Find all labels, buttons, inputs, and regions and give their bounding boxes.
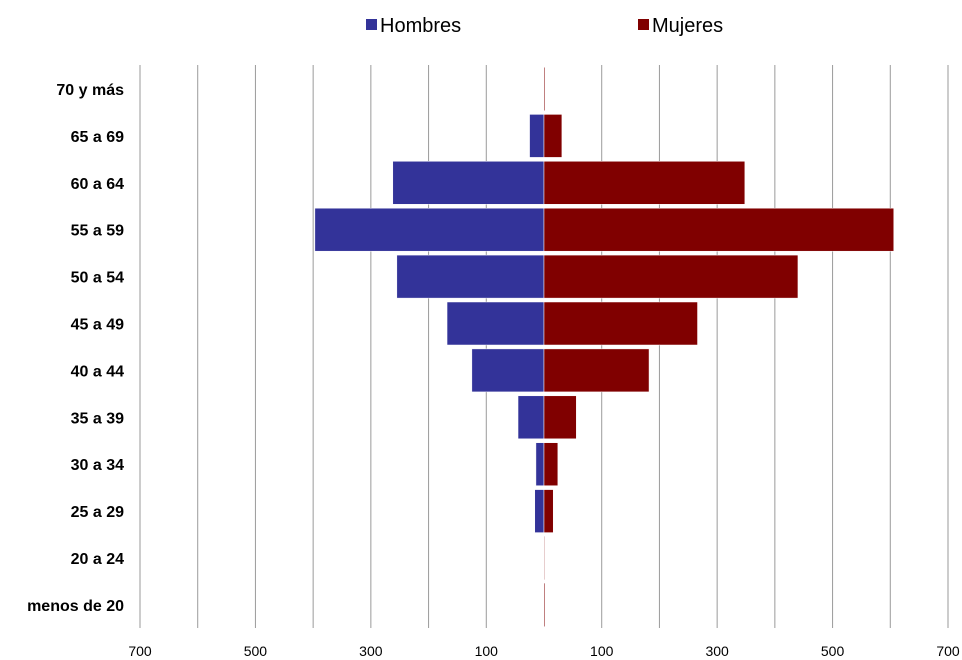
bar-hombres-55-a-59: [314, 207, 545, 252]
category-label-70-y-mas: 70 y más: [56, 82, 124, 99]
category-label-menos-de-20: menos de 20: [27, 598, 124, 615]
category-label-45-a-49: 45 a 49: [71, 317, 124, 334]
bar-mujeres-20-a-24: [543, 536, 545, 580]
bar-mujeres-70-y-mas: [544, 67, 545, 111]
bar-mujeres-50-a-54: [543, 254, 799, 299]
bar-mujeres-60-a-64: [543, 161, 746, 205]
category-label-65-a-69: 65 a 69: [71, 129, 124, 146]
x-tick-label: 300: [359, 643, 383, 659]
bar-hombres-40-a-44: [471, 348, 545, 393]
bars: [314, 67, 894, 627]
legend: Hombres Mujeres: [366, 15, 723, 37]
category-labels: 70 y más 65 a 69 60 a 64 55 a 59 50 a 54 45 a…: [27, 82, 124, 615]
bar-hombres-45-a-49: [446, 301, 545, 346]
category-label-55-a-59: 55 a 59: [71, 223, 124, 240]
category-label-30-a-34: 30 a 34: [71, 457, 124, 474]
legend-swatch-mujeres: [638, 19, 649, 30]
gridlines: [139, 65, 949, 628]
legend-swatch-hombres: [366, 19, 377, 30]
bar-mujeres-65-a-69: [543, 114, 563, 158]
legend-label-hombres: Hombres: [380, 15, 461, 37]
x-tick-label: 100: [475, 643, 499, 659]
bar-mujeres-45-a-49: [543, 301, 698, 346]
x-tick-labels: 700 500 300 100 100 300 500 700: [128, 643, 960, 659]
bar-mujeres-35-a-39: [543, 395, 577, 440]
bar-mujeres-30-a-34: [543, 442, 559, 486]
category-label-40-a-44: 40 a 44: [71, 363, 124, 380]
bar-mujeres-40-a-44: [543, 348, 650, 393]
x-tick-label: 700: [936, 643, 960, 659]
category-label-50-a-54: 50 a 54: [71, 270, 124, 287]
x-tick-label: 300: [705, 643, 729, 659]
bar-mujeres-55-a-59: [543, 207, 894, 252]
x-tick-label: 700: [128, 643, 152, 659]
bar-hombres-25-a-29: [534, 489, 545, 533]
x-tick-label: 100: [590, 643, 614, 659]
bar-hombres-65-a-69: [529, 114, 545, 158]
bar-mujeres-25-a-29: [543, 489, 554, 533]
legend-label-mujeres: Mujeres: [652, 15, 723, 37]
bar-hombres-35-a-39: [517, 395, 545, 440]
category-label-20-a-24: 20 a 24: [71, 551, 124, 568]
category-label-60-a-64: 60 a 64: [71, 176, 124, 193]
bar-hombres-50-a-54: [396, 254, 545, 299]
bar-hombres-30-a-34: [535, 442, 545, 486]
x-tick-label: 500: [244, 643, 268, 659]
bar-hombres-60-a-64: [392, 161, 545, 205]
bar-mujeres-menos-de-20: [544, 583, 545, 627]
x-tick-label: 500: [821, 643, 845, 659]
category-label-25-a-29: 25 a 29: [71, 504, 124, 521]
category-label-35-a-39: 35 a 39: [71, 410, 124, 427]
